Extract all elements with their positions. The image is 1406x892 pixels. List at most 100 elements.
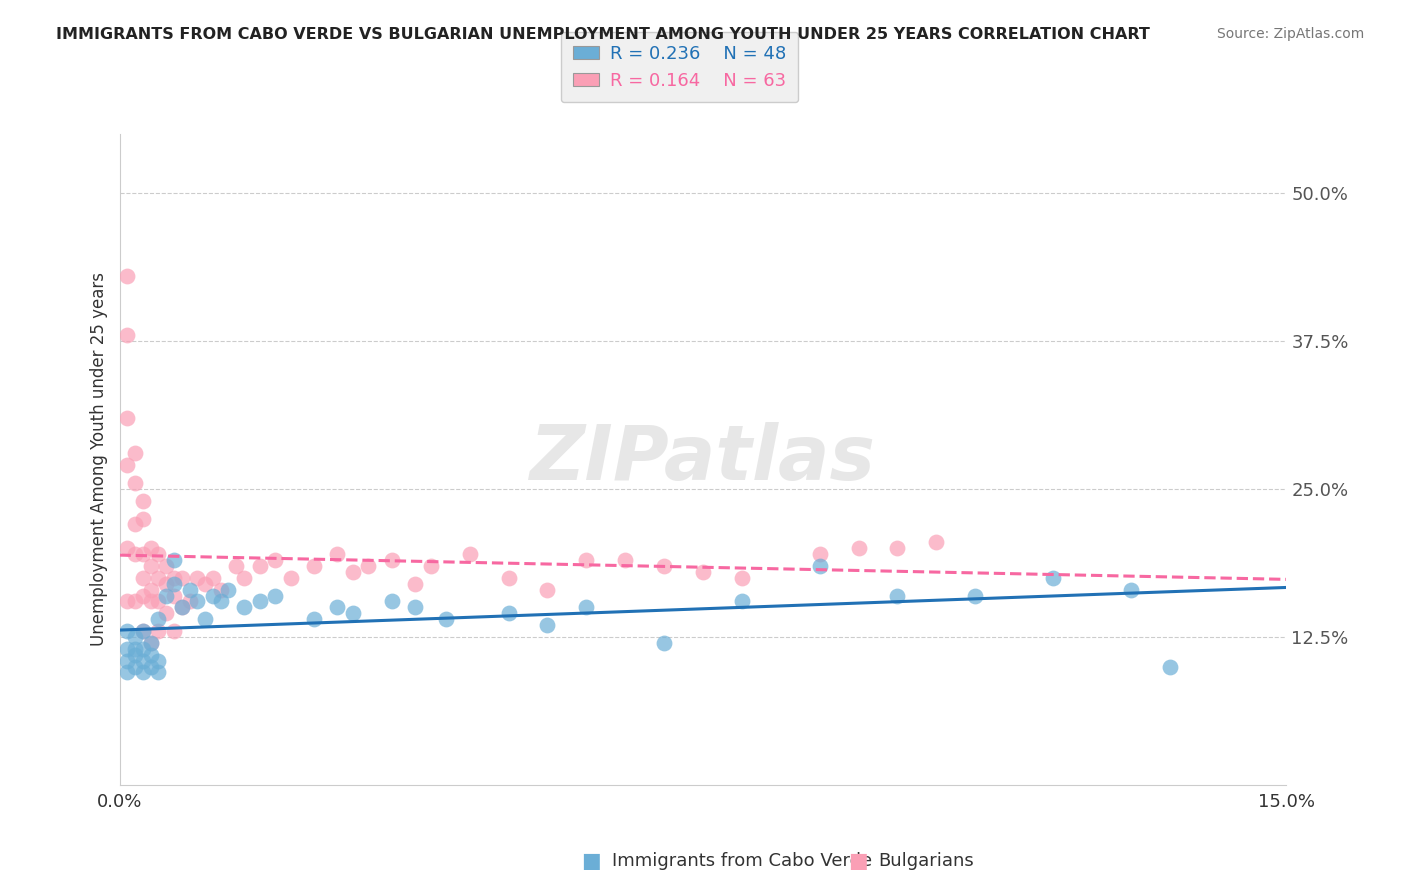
Point xyxy=(170,571,193,585)
Point xyxy=(132,493,155,508)
Point xyxy=(458,547,481,561)
Point xyxy=(434,612,457,626)
Y-axis label: Unemployment Among Youth under 25 years: Unemployment Among Youth under 25 years xyxy=(90,272,108,647)
Point xyxy=(163,624,186,638)
Point xyxy=(886,541,908,556)
Point xyxy=(179,594,201,608)
Point xyxy=(249,594,271,608)
Point xyxy=(163,576,186,591)
Point xyxy=(163,589,186,603)
Point xyxy=(117,268,139,283)
Point xyxy=(117,411,139,425)
Point xyxy=(117,541,139,556)
Point xyxy=(132,624,155,638)
Point xyxy=(233,600,256,615)
Point xyxy=(194,576,217,591)
Point xyxy=(692,565,714,579)
Point xyxy=(117,458,139,473)
Point xyxy=(155,589,177,603)
Point xyxy=(139,582,162,597)
Point xyxy=(357,558,380,573)
Point xyxy=(209,582,232,597)
Point xyxy=(731,571,754,585)
Point xyxy=(148,547,170,561)
Point xyxy=(117,665,139,680)
Point xyxy=(536,618,558,632)
Point xyxy=(124,476,146,491)
Point xyxy=(117,654,139,668)
Point xyxy=(1119,582,1142,597)
Legend: R = 0.236    N = 48, R = 0.164    N = 63: R = 0.236 N = 48, R = 0.164 N = 63 xyxy=(561,32,799,103)
Point xyxy=(163,553,186,567)
Point xyxy=(132,624,155,638)
Point xyxy=(139,541,162,556)
Point xyxy=(249,558,271,573)
Point xyxy=(498,571,520,585)
Point xyxy=(139,594,162,608)
Point xyxy=(139,558,162,573)
Point xyxy=(404,600,426,615)
Point xyxy=(139,659,162,673)
Point xyxy=(155,576,177,591)
Point xyxy=(132,571,155,585)
Point xyxy=(280,571,302,585)
Point xyxy=(124,594,146,608)
Point xyxy=(614,553,637,567)
Point xyxy=(498,607,520,621)
Point xyxy=(808,558,831,573)
Point xyxy=(163,571,186,585)
Point xyxy=(326,600,349,615)
Point xyxy=(132,589,155,603)
Point xyxy=(652,558,675,573)
Point xyxy=(170,600,193,615)
Point xyxy=(965,589,987,603)
Point xyxy=(117,328,139,343)
Point xyxy=(117,624,139,638)
Point xyxy=(575,553,598,567)
Point xyxy=(264,553,287,567)
Point xyxy=(209,594,232,608)
Point xyxy=(381,553,404,567)
Point xyxy=(201,571,224,585)
Text: IMMIGRANTS FROM CABO VERDE VS BULGARIAN UNEMPLOYMENT AMONG YOUTH UNDER 25 YEARS : IMMIGRANTS FROM CABO VERDE VS BULGARIAN … xyxy=(56,27,1150,42)
Point xyxy=(117,641,139,656)
Point xyxy=(124,630,146,644)
Point xyxy=(264,589,287,603)
Point xyxy=(139,636,162,650)
Point xyxy=(342,565,364,579)
Point xyxy=(179,582,201,597)
Point xyxy=(186,594,208,608)
Point xyxy=(139,648,162,662)
Point xyxy=(186,571,208,585)
Point xyxy=(148,654,170,668)
Point xyxy=(139,636,162,650)
Point xyxy=(124,641,146,656)
Point xyxy=(132,511,155,525)
Point xyxy=(124,547,146,561)
Point xyxy=(731,594,754,608)
Point xyxy=(233,571,256,585)
Text: Source: ZipAtlas.com: Source: ZipAtlas.com xyxy=(1216,27,1364,41)
Point xyxy=(419,558,441,573)
Point xyxy=(342,607,364,621)
Point xyxy=(848,541,870,556)
Point xyxy=(326,547,349,561)
Point xyxy=(201,589,224,603)
Point xyxy=(302,558,325,573)
Point xyxy=(132,654,155,668)
Point xyxy=(124,446,146,460)
Point xyxy=(170,600,193,615)
Point xyxy=(886,589,908,603)
Point xyxy=(381,594,404,608)
Text: ■: ■ xyxy=(581,851,600,871)
Text: ■: ■ xyxy=(848,851,868,871)
Point xyxy=(132,547,155,561)
Point xyxy=(124,517,146,532)
Point xyxy=(148,665,170,680)
Point xyxy=(575,600,598,615)
Point xyxy=(155,558,177,573)
Point xyxy=(404,576,426,591)
Point xyxy=(124,659,146,673)
Point xyxy=(148,594,170,608)
Point xyxy=(155,607,177,621)
